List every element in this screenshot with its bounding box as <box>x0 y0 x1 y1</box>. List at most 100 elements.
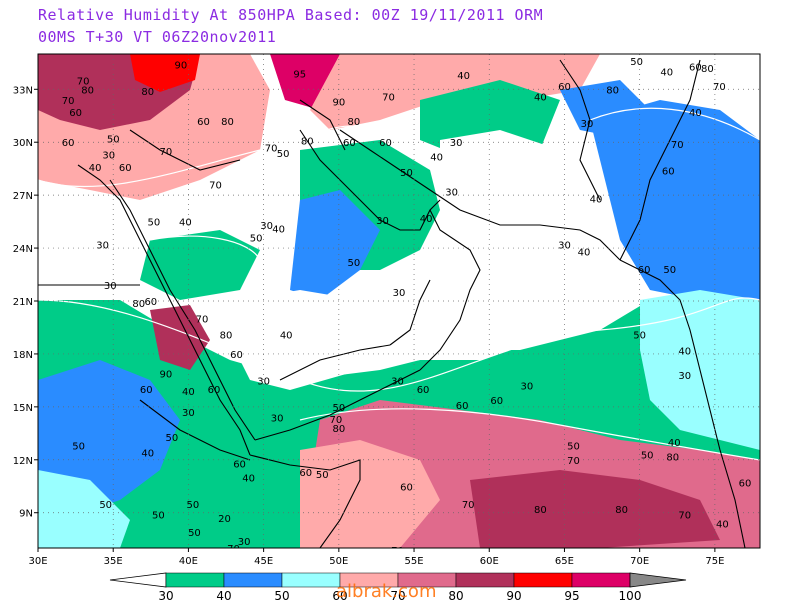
contour-label: 30 <box>238 537 251 548</box>
contour-label: 30 <box>182 408 195 419</box>
contour-label: 30 <box>393 288 406 299</box>
contour-label: 40 <box>716 519 729 530</box>
contour-label: 60 <box>490 396 503 407</box>
contour-label: 50 <box>152 510 165 521</box>
colorbar-label: 70 <box>390 589 405 600</box>
watermark-text: albrak.com <box>336 581 436 600</box>
contour-label: 80 <box>141 87 154 98</box>
field-maroon-yemen <box>150 305 210 370</box>
contour-label: 50 <box>633 331 646 342</box>
contour-label: 40 <box>678 346 691 357</box>
field-dry-egypt <box>38 190 120 270</box>
contour-label: 30 <box>257 376 270 387</box>
contour-label: 90 <box>332 98 345 109</box>
contour-label: 60 <box>379 138 392 149</box>
contour-label: 60 <box>638 265 651 276</box>
lat-tick-label: 15N <box>13 403 33 414</box>
contour-label: 80 <box>666 452 679 463</box>
contour-label: 30 <box>445 188 458 199</box>
contour-label: 50 <box>316 470 329 481</box>
contour-label: 60 <box>230 350 243 361</box>
contour-label: 70 <box>329 415 342 426</box>
contour-line <box>38 125 381 188</box>
contour-label: 50 <box>147 218 160 229</box>
contour-label: 70 <box>77 76 90 87</box>
lat-tick-label: 24N <box>13 244 33 255</box>
chart-title: Relative Humidity At 850HPA Based: 00Z 1… <box>38 6 544 24</box>
contour-label: 40 <box>578 248 591 259</box>
contour-label: 50 <box>663 265 676 276</box>
contour-label: 60 <box>299 468 312 479</box>
colorbar-bin <box>165 572 225 588</box>
contour-label: 60 <box>144 297 157 308</box>
contour-label: 70 <box>671 140 684 151</box>
contour-label: 60 <box>456 401 469 412</box>
colorbar-bin <box>571 572 631 588</box>
coastlines-borders <box>38 59 746 548</box>
chart-subtitle: 00MS T+30 VT 06Z20nov2011 <box>38 28 277 46</box>
contour-label: 60 <box>400 482 413 493</box>
contour-label: 40 <box>689 108 702 119</box>
contour-label: 60 <box>233 459 246 470</box>
contour-label: 30 <box>376 216 389 227</box>
contour-label: 70 <box>209 181 222 192</box>
contour-label: 60 <box>62 138 75 149</box>
contour-label: 40 <box>430 152 443 163</box>
field-green-redsea <box>140 230 260 300</box>
contour-label: 70 <box>567 456 580 467</box>
contour-label: 50 <box>107 135 120 146</box>
contour-label: 90 <box>175 61 188 72</box>
border-iran-afghanistan <box>559 59 601 201</box>
lon-tick-label: 55E <box>405 556 424 567</box>
contour-line <box>149 235 261 261</box>
contour-label: 80 <box>615 505 628 516</box>
coastline-red-sea-west <box>77 164 251 456</box>
contour-label: 30 <box>520 382 533 393</box>
contour-label: 40 <box>668 438 681 449</box>
colorbar-bin <box>223 572 283 588</box>
contour-label: 80 <box>220 331 233 342</box>
contour-label: 30 <box>96 241 109 252</box>
contour-label: 50 <box>188 528 201 539</box>
contour-label: 70 <box>265 144 278 155</box>
contour-label: 30 <box>391 376 404 387</box>
field-cyan-west <box>38 470 130 548</box>
contour-label: 60 <box>140 385 153 396</box>
contour-label: 40 <box>272 225 285 236</box>
contour-line <box>38 297 760 392</box>
contour-label: 60 <box>417 385 430 396</box>
field-red-north <box>130 54 200 92</box>
contour-label: 80 <box>81 85 94 96</box>
coastline-arabia-south <box>419 209 481 371</box>
axis-ticks: 30E 35E 40E 45E 50E 55E 60E 65E 70E 75E 9N 12N 15N 18… <box>13 85 725 567</box>
contour-label: 50 <box>99 500 112 511</box>
colorbar-bin <box>513 572 573 588</box>
contour-label: 70 <box>382 92 395 103</box>
contour-label: 40 <box>660 68 673 79</box>
contour-label: 80 <box>301 136 314 147</box>
contour-label: 60 <box>343 138 356 149</box>
contour-label: 50 <box>630 57 643 68</box>
contour-label: 70 <box>62 96 75 107</box>
contour-label: 80 <box>534 505 547 516</box>
contour-label: 80 <box>348 117 361 128</box>
border-jordan-saudi <box>129 129 241 171</box>
contour-label: 20 <box>218 514 231 525</box>
contour-label: 40 <box>590 195 603 206</box>
lat-tick-label: 27N <box>13 191 33 202</box>
coastline-somalia <box>249 454 361 548</box>
coastline-red-sea-east <box>109 179 256 441</box>
colorbar-high-arrow <box>629 572 687 588</box>
contour-label: 60 <box>739 479 752 490</box>
contour-label: 60 <box>558 82 571 93</box>
contour-label: 40 <box>534 92 547 103</box>
contour-label: 50 <box>400 168 413 179</box>
lon-tick-label: 75E <box>705 556 724 567</box>
lat-tick-label: 21N <box>13 297 33 308</box>
colorbar-label: 50 <box>274 589 289 600</box>
field-blue-east <box>590 100 760 300</box>
contour-label: 70 <box>713 82 726 93</box>
contour-label: 60 <box>119 163 132 174</box>
